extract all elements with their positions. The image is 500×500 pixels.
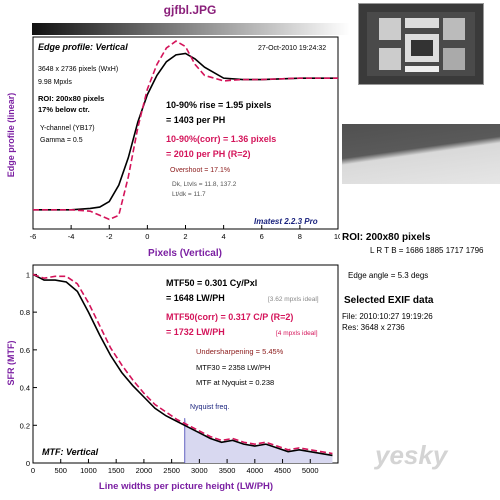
edge-rise: 10-90% rise = 1.95 pixels [166, 100, 271, 110]
edge-rise-corr: 10-90%(corr) = 1.36 pixels [166, 134, 276, 144]
mtf-mtf50corr: MTF50(corr) = 0.317 C/P (R=2) [166, 312, 293, 322]
x-tick-label: 4500 [274, 466, 291, 475]
edge-version: Imatest 2.2.3 Pro [254, 217, 318, 226]
mtf-ylabel: SFR (MTF) [6, 341, 16, 386]
nyquist-area-fill [184, 418, 333, 463]
x-tick-label: -2 [106, 232, 113, 241]
y-tick-label: 0.4 [20, 384, 30, 393]
mtf-undersharp: Undersharpening = 5.45% [196, 347, 284, 356]
mtf-mtf50corr-lw: = 1732 LW/PH [166, 327, 225, 337]
edge-dk: Dk, Ltvls = 11.8, 137.2 [172, 181, 237, 188]
x-tick-label: 5000 [302, 466, 319, 475]
series-line-corrected [33, 40, 338, 221]
edge-below: 17% below ctr. [38, 105, 90, 114]
exif-title: Selected EXIF data [344, 295, 434, 306]
roi-thumbnail [342, 124, 500, 184]
exif-file: File: 2010:10:27 19:19:26 [342, 312, 433, 321]
roi-title: ROI: 200x80 pixels [342, 232, 431, 243]
test-chart-thumbnail [358, 3, 484, 85]
series-line-measured [33, 52, 338, 211]
x-tick-label: 8 [298, 232, 302, 241]
edge-title: Edge profile: Vertical [38, 42, 128, 52]
edge-gamma: Gamma = 0.5 [40, 137, 83, 144]
mtf-mtf50-lw: = 1648 LW/PH [166, 293, 225, 303]
mtf-nyq: MTF at Nyquist = 0.238 [196, 378, 274, 387]
x-tick-label: 4000 [246, 466, 263, 475]
tone-gradient-bar [32, 23, 350, 35]
edge-rise-ph: = 1403 per PH [166, 115, 225, 125]
edge-angle: Edge angle = 5.3 degs [348, 271, 429, 280]
mtf-xlabel: Line widths per picture height (LW/PH) [99, 481, 273, 492]
edge-timestamp: 27-Oct-2010 19:24:32 [258, 45, 326, 52]
x-tick-label: 0 [145, 232, 149, 241]
x-tick-label: 2500 [163, 466, 180, 475]
x-tick-label: 1000 [80, 466, 97, 475]
y-tick-label: 0.8 [20, 308, 30, 317]
x-tick-label: 2000 [136, 466, 153, 475]
x-tick-label: -6 [30, 232, 37, 241]
x-tick-label: 1500 [108, 466, 125, 475]
x-tick-label: 2 [183, 232, 187, 241]
y-tick-label: 0.6 [20, 346, 30, 355]
x-tick-label: -4 [68, 232, 75, 241]
edge-xlabel: Pixels (Vertical) [148, 248, 222, 259]
series-line-measured [32, 273, 333, 457]
edge-overshoot: Overshoot = 17.1% [170, 167, 230, 174]
y-tick-label: 1 [26, 270, 30, 279]
roi-lrtb: L R T B = 1686 1885 1717 1796 [370, 246, 484, 255]
edge-ylabel: Edge profile (linear) [6, 93, 16, 178]
x-tick-label: 0 [31, 466, 35, 475]
edge-dims: 3648 x 2736 pixels (WxH) [38, 66, 118, 73]
mtf-mtf30: MTF30 = 2358 LW/PH [196, 363, 270, 372]
x-tick-label: 6 [260, 232, 264, 241]
edge-lt: Lt/dk = 11.7 [172, 191, 206, 198]
mtf-chart: 0 500 1000 1500 2000 2500 3000 3500 4000 4500 5000… [6, 264, 339, 492]
x-tick-label: 3500 [219, 466, 236, 475]
mtf-mtf50-ideal: [3.62 mpxls ideal] [268, 296, 319, 303]
edge-roi: ROI: 200x80 pixels [38, 94, 104, 103]
file-title: gjfbl.JPG [163, 3, 217, 17]
mtf-title: MTF: Vertical [42, 447, 99, 457]
x-tick-label: 3000 [191, 466, 208, 475]
edge-rise-corr-ph: = 2010 per PH (R=2) [166, 149, 251, 159]
watermark-logo: yesky [375, 440, 448, 470]
y-tick-label: 0 [26, 459, 30, 468]
x-tick-label: 500 [54, 466, 67, 475]
exif-res: Res: 3648 x 2736 [342, 323, 405, 332]
y-tick-label: 0.2 [20, 421, 30, 430]
series-line-corrected [32, 273, 333, 455]
edge-mpxls: 9.98 Mpxls [38, 79, 72, 86]
mtf-mtf50corr-ideal: [4 mpxls ideal] [276, 330, 318, 337]
edge-channel: Y-channel (YB17) [40, 125, 95, 132]
mtf-nyq-label: Nyquist freq. [190, 404, 229, 411]
x-tick-label: 4 [222, 232, 226, 241]
mtf-mtf50: MTF50 = 0.301 Cy/Pxl [166, 278, 257, 288]
edge-profile-chart: -6 -4 -2 0 2 4 6 8 10 Edge profile (linear) Pixe… [6, 36, 340, 259]
x-tick-label: 10 [334, 232, 340, 241]
